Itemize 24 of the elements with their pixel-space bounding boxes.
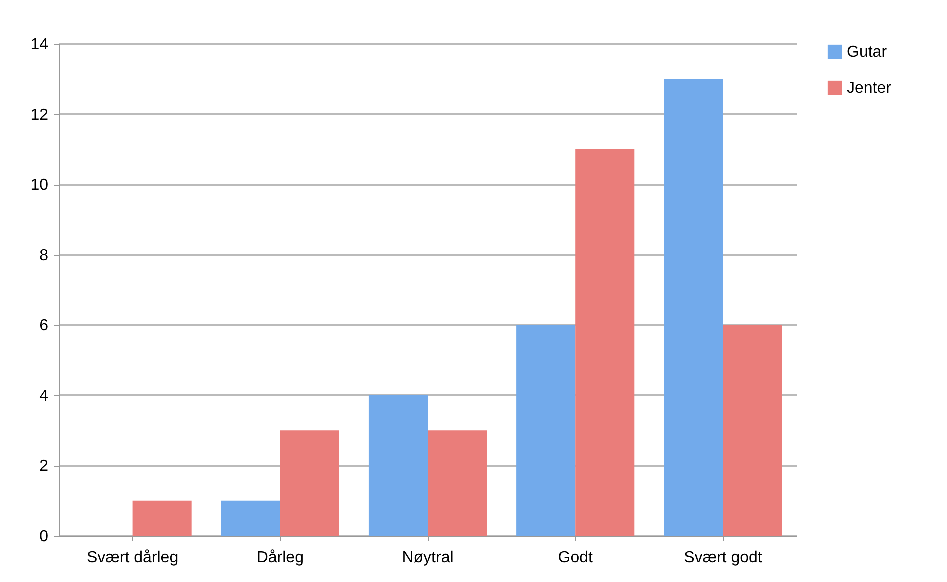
y-tick-label: 6 <box>40 318 49 335</box>
legend-label: Gutar <box>847 44 888 61</box>
y-tick-label: 0 <box>40 528 49 546</box>
y-tick-label: 10 <box>30 177 49 194</box>
y-tick-label: 14 <box>30 36 49 54</box>
bar <box>132 500 192 536</box>
x-tick-label: Svært dårleg <box>87 550 179 566</box>
bar <box>664 79 724 536</box>
bar <box>280 430 340 536</box>
bar <box>221 500 280 536</box>
bar <box>723 325 782 536</box>
bar <box>368 395 428 536</box>
y-tick-label: 2 <box>40 458 49 476</box>
y-tick-label: 4 <box>40 388 49 405</box>
bar <box>516 325 576 536</box>
bar <box>576 149 635 536</box>
x-tick-label: Dårleg <box>256 550 304 566</box>
x-tick-label: Svært godt <box>684 550 763 566</box>
x-tick-label: Nøytral <box>402 550 454 566</box>
legend-label: Jenter <box>847 80 892 97</box>
x-tick-label: Godt <box>558 550 594 566</box>
bar <box>428 430 488 536</box>
y-tick-label: 8 <box>40 247 49 264</box>
y-tick-label: 12 <box>30 106 49 124</box>
